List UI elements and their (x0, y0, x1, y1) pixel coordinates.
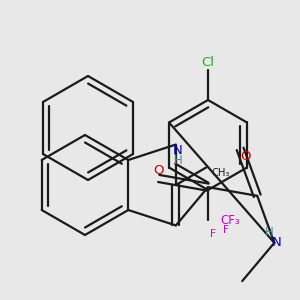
Text: CF₃: CF₃ (220, 214, 240, 226)
Text: N: N (272, 236, 281, 249)
Text: F: F (223, 225, 229, 235)
Text: H: H (173, 154, 182, 167)
Text: O: O (154, 164, 164, 177)
Text: F: F (210, 229, 216, 239)
Text: O: O (240, 150, 250, 163)
Text: Cl: Cl (202, 56, 214, 68)
Text: N: N (173, 144, 183, 157)
Text: H: H (265, 226, 274, 239)
Text: CH₃: CH₃ (211, 167, 230, 178)
